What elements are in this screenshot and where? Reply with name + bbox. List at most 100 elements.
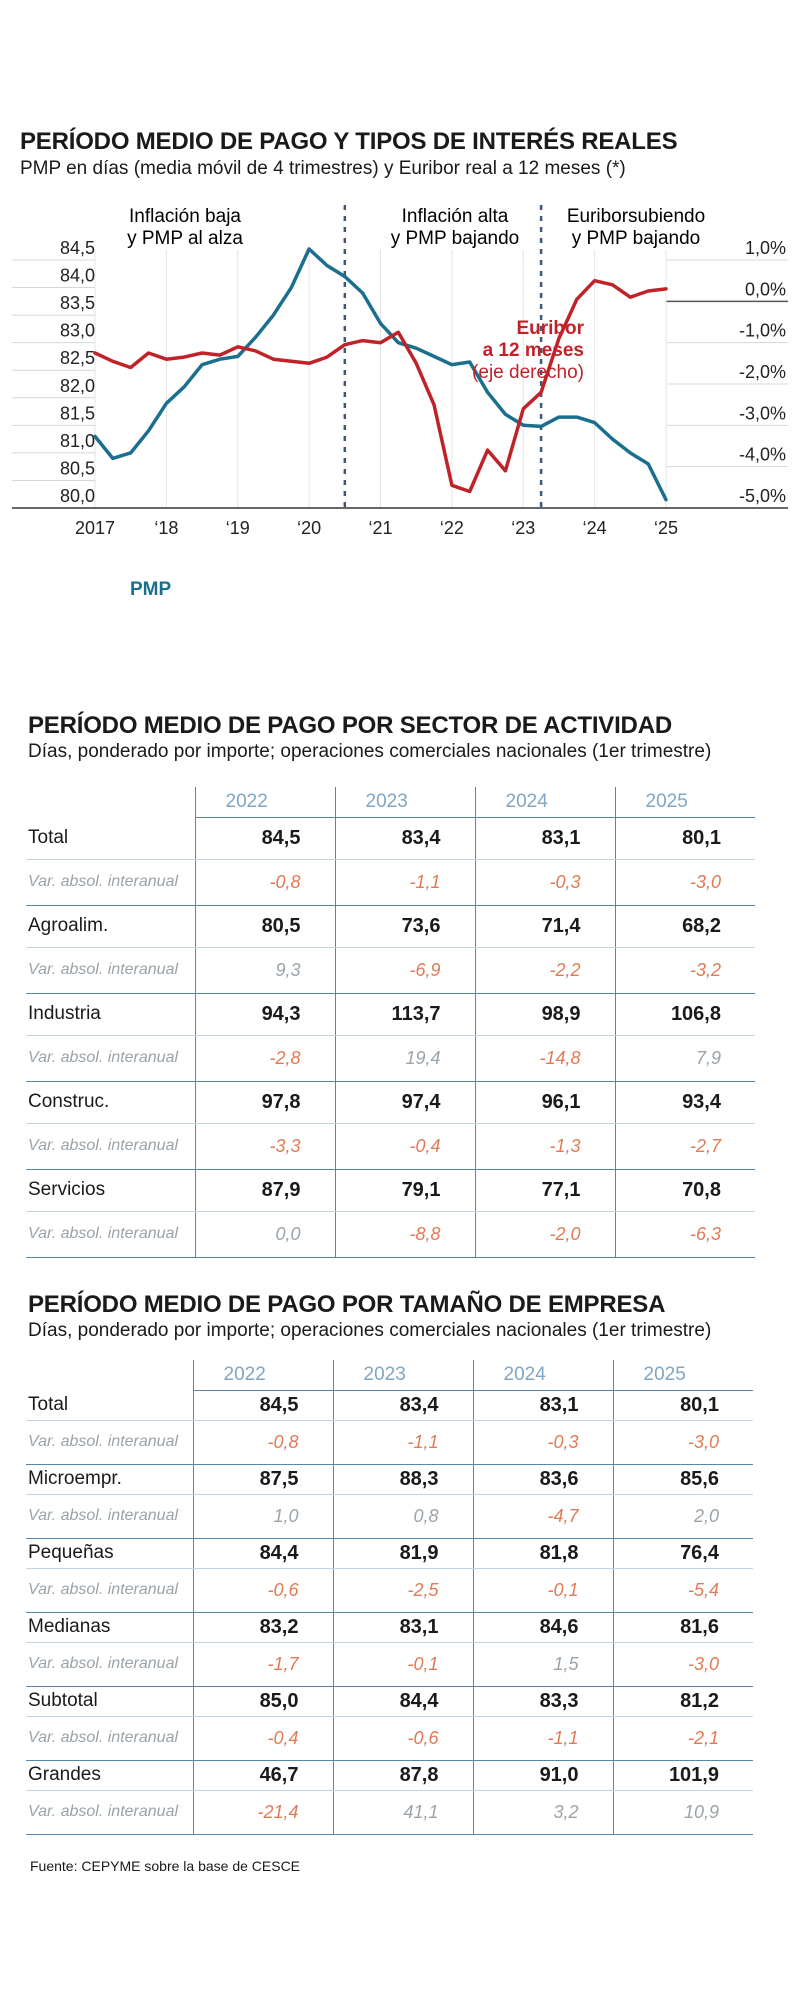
variation-value: -0,8 xyxy=(192,1420,333,1465)
chart-subtitle: PMP en días (media móvil de 4 trimestres… xyxy=(20,158,626,179)
row-value: 71,4 xyxy=(474,905,615,948)
table-row-variation: Var. absol. interanual -0,8 -1,1 -0,3 -3,0 xyxy=(26,859,755,906)
table-row-variation: Var. absol. interanual 9,3 -6,9 -2,2 -3,2 xyxy=(26,947,755,994)
table-row: Industria 94,3 113,7 98,9 106,8 xyxy=(26,993,755,1036)
row-label: Microempr. xyxy=(26,1464,193,1495)
row-value: 46,7 xyxy=(192,1760,333,1791)
variation-value: 9,3 xyxy=(194,947,335,994)
table-row-variation: Var. absol. interanual -3,3 -0,4 -1,3 -2,7 xyxy=(26,1123,755,1170)
variation-value: -3,0 xyxy=(612,1642,753,1687)
row-value: 101,9 xyxy=(612,1760,753,1791)
variation-value: -2,5 xyxy=(332,1568,473,1613)
variation-label: Var. absol. interanual xyxy=(26,1716,193,1761)
size-table: 2022 2023 2024 2025 Total 84,5 83,4 83,1 80,1 Var… xyxy=(26,1360,753,1835)
row-label: Industria xyxy=(26,993,195,1036)
row-label: Medianas xyxy=(26,1612,193,1643)
size-table-title: PERÍODO MEDIO DE PAGO POR TAMAÑO DE EMPR… xyxy=(28,1291,666,1318)
row-label: Subtotal xyxy=(26,1686,193,1717)
table-row: Microempr. 87,5 88,3 83,6 85,6 xyxy=(26,1464,753,1495)
y-right-tick-label: -4,0% xyxy=(739,445,786,465)
variation-value: 3,2 xyxy=(472,1790,613,1835)
variation-value: -6,3 xyxy=(614,1211,755,1258)
row-value: 84,5 xyxy=(192,1390,333,1421)
row-value: 84,5 xyxy=(194,817,335,860)
variation-value: -6,9 xyxy=(334,947,475,994)
variation-value: -2,7 xyxy=(614,1123,755,1170)
chart-title: PERÍODO MEDIO DE PAGO Y TIPOS DE INTERÉS… xyxy=(20,128,678,155)
row-value: 96,1 xyxy=(474,1081,615,1124)
row-label: Total xyxy=(26,817,195,860)
y-left-tick-label: 84,0 xyxy=(60,266,95,286)
y-left-tick-label: 83,0 xyxy=(60,321,95,341)
variation-value: -3,0 xyxy=(614,859,755,906)
variation-value: -2,2 xyxy=(474,947,615,994)
variation-label: Var. absol. interanual xyxy=(26,1642,193,1687)
euribor-series-line xyxy=(93,278,668,494)
variation-label: Var. absol. interanual xyxy=(26,859,195,906)
row-value: 88,3 xyxy=(332,1464,473,1495)
row-value: 83,1 xyxy=(474,817,615,860)
row-value: 80,1 xyxy=(614,817,755,860)
row-value: 83,6 xyxy=(472,1464,613,1495)
y-left-tick-label: 83,5 xyxy=(60,293,95,313)
row-value: 83,4 xyxy=(334,817,475,860)
y-right-tick-label: -2,0% xyxy=(739,362,786,382)
variation-label: Var. absol. interanual xyxy=(26,1123,195,1170)
y-left-tick-label: 82,0 xyxy=(60,376,95,396)
variation-label: Var. absol. interanual xyxy=(26,1568,193,1613)
variation-value: -14,8 xyxy=(474,1035,615,1082)
table-row: Grandes 46,7 87,8 91,0 101,9 xyxy=(26,1760,753,1791)
variation-value: -1,3 xyxy=(474,1123,615,1170)
table-row: Servicios 87,9 79,1 77,1 70,8 xyxy=(26,1169,755,1212)
y-right-tick-label: 1,0% xyxy=(745,238,786,258)
table-row: Medianas 83,2 83,1 84,6 81,6 xyxy=(26,1612,753,1643)
row-value: 93,4 xyxy=(614,1081,755,1124)
row-value: 83,1 xyxy=(472,1390,613,1421)
row-value: 81,9 xyxy=(332,1538,473,1569)
variation-value: -4,7 xyxy=(472,1494,613,1539)
variation-value: -1,1 xyxy=(472,1716,613,1761)
row-label: Grandes xyxy=(26,1760,193,1791)
row-value: 97,8 xyxy=(194,1081,335,1124)
table-row: Total 84,5 83,4 83,1 80,1 xyxy=(26,1390,753,1421)
sector-table-subtitle: Días, ponderado por importe; operaciones… xyxy=(28,741,712,762)
phase-3-line2: y PMP bajando xyxy=(572,228,701,249)
variation-label: Var. absol. interanual xyxy=(26,1420,193,1465)
variation-value: -3,2 xyxy=(614,947,755,994)
row-label: Pequeñas xyxy=(26,1538,193,1569)
row-value: 70,8 xyxy=(614,1169,755,1212)
variation-value: -1,1 xyxy=(332,1420,473,1465)
row-value: 83,4 xyxy=(332,1390,473,1421)
table-row-variation: Var. absol. interanual -0,6 -2,5 -0,1 -5,4 xyxy=(26,1568,753,1613)
variation-label: Var. absol. interanual xyxy=(26,1494,193,1539)
table-row-variation: Var. absol. interanual -2,8 19,4 -14,8 7,9 xyxy=(26,1035,755,1082)
row-value: 85,0 xyxy=(192,1686,333,1717)
y-right-tick-label: -5,0% xyxy=(739,486,786,506)
y-left-tick-label: 80,5 xyxy=(60,458,95,478)
x-tick-label: ‘20 xyxy=(297,518,321,538)
y-left-tick-label: 80,0 xyxy=(60,486,95,506)
table-row: Subtotal 85,0 84,4 83,3 81,2 xyxy=(26,1686,753,1717)
y-right-tick-label: 0,0% xyxy=(745,279,786,299)
phase-1-line1: Inflación baja xyxy=(129,206,241,227)
variation-value: -0,6 xyxy=(332,1716,473,1761)
euribor-label-line2: a 12 meses xyxy=(483,340,584,361)
y-right-tick-label: -1,0% xyxy=(739,321,786,341)
variation-value: 1,0 xyxy=(192,1494,333,1539)
euribor-label-line3: (eje derecho) xyxy=(472,362,584,383)
variation-value: -2,0 xyxy=(474,1211,615,1258)
variation-value: -1,1 xyxy=(334,859,475,906)
pmp-series-line xyxy=(93,247,668,502)
table-row-variation: Var. absol. interanual 0,0 -8,8 -2,0 -6,3 xyxy=(26,1211,755,1258)
x-tick-label: ‘22 xyxy=(440,518,464,538)
phase-1-line2: y PMP al alza xyxy=(127,228,243,249)
row-value: 80,5 xyxy=(194,905,335,948)
variation-value: -0,8 xyxy=(194,859,335,906)
table-row: Total 84,5 83,4 83,1 80,1 xyxy=(26,817,755,860)
row-value: 87,5 xyxy=(192,1464,333,1495)
header-year: 2022 xyxy=(192,1360,333,1391)
variation-value: -8,8 xyxy=(334,1211,475,1258)
variation-value: -1,7 xyxy=(192,1642,333,1687)
pmp-series-label: PMP xyxy=(130,579,172,600)
row-value: 81,6 xyxy=(612,1612,753,1643)
